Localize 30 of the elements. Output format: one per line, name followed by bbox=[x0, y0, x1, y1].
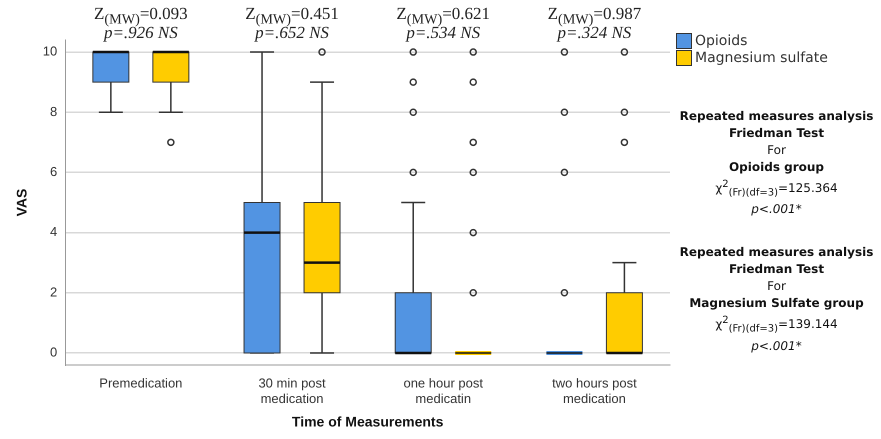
text: Z$_{(MW)}$=0.987 bbox=[548, 4, 642, 28]
text: Friedman Test bbox=[728, 261, 826, 278]
x-tick-label: two hours post medication bbox=[552, 375, 638, 406]
x-axis-title: Time of Measurements bbox=[292, 413, 444, 430]
text: p<.001* bbox=[750, 201, 803, 218]
text: Repeated measures analysis bbox=[678, 108, 874, 125]
y-tick-label: 6 bbox=[50, 164, 58, 179]
y-tick-label: 4 bbox=[50, 224, 58, 240]
text: For bbox=[766, 278, 787, 296]
y-tick-label: 10 bbox=[42, 44, 58, 59]
y-tick-label: 2 bbox=[50, 284, 58, 300]
y-tick-label: 8 bbox=[50, 104, 58, 119]
text: Magnesium Sulfate group bbox=[688, 295, 865, 312]
text: Z$_{(MW)}$=0.093 bbox=[94, 4, 188, 28]
text: Z$_{(MW)}$=0.621 bbox=[396, 4, 490, 28]
text: Friedman Test bbox=[728, 125, 826, 142]
x-tick-label: Premedication bbox=[99, 375, 182, 390]
text: Opioids group bbox=[728, 159, 826, 176]
x-tick-label: one hour post medicatin bbox=[403, 375, 484, 406]
text: For bbox=[766, 142, 787, 159]
text: χ$^{2}$$_{(Fr)(df=3)}$=125.364 bbox=[714, 178, 839, 200]
legend-label: Magnesium sulfate bbox=[695, 50, 828, 66]
text: Repeated measures analysis bbox=[678, 244, 874, 262]
text: Z$_{(MW)}$=0.451 bbox=[245, 4, 339, 28]
text: χ$^{2}$$_{(Fr)(df=3)}$=139.144 bbox=[714, 314, 839, 337]
y-tick-label: 0 bbox=[50, 344, 58, 360]
text: p<.001* bbox=[750, 338, 803, 355]
y-axis-title: VAS bbox=[13, 188, 30, 216]
x-tick-label: 30 min post medication bbox=[258, 375, 326, 406]
legend-label: Opioids bbox=[695, 32, 748, 48]
